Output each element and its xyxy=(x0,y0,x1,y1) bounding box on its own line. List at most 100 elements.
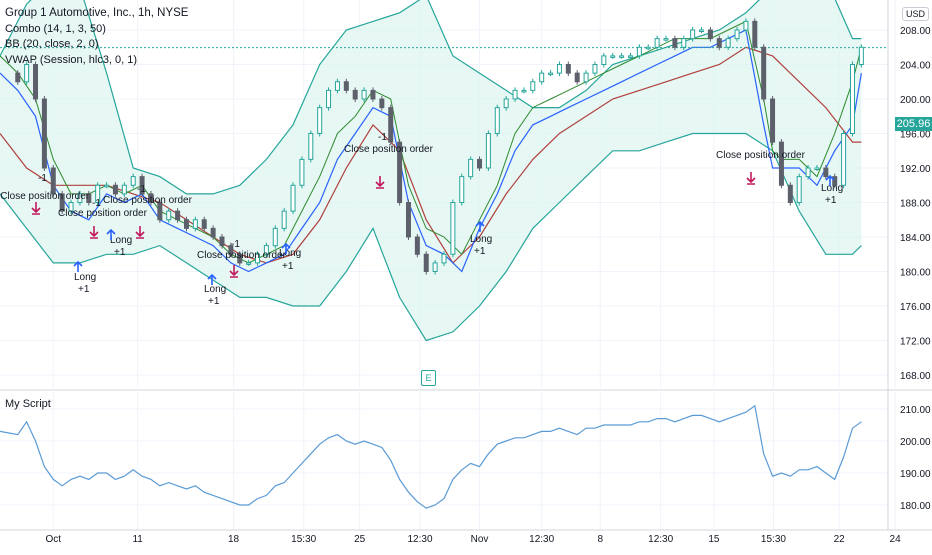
close-order-label: -1 xyxy=(378,132,387,143)
candle-body xyxy=(770,98,776,143)
candle-body xyxy=(734,29,740,40)
candle-body xyxy=(112,184,118,195)
x-tick-label: 22 xyxy=(834,534,846,545)
candle-body xyxy=(610,55,616,58)
candle-body xyxy=(752,20,758,48)
main-y-tick-label: 204.00 xyxy=(900,61,931,72)
close-order-label: -1 xyxy=(231,239,240,250)
my-script-pane xyxy=(0,404,862,509)
buy-arrow-icon xyxy=(281,242,291,254)
candle-body xyxy=(361,89,367,100)
candle-body xyxy=(281,210,287,229)
sub-y-tick-label: 200.00 xyxy=(900,437,931,448)
candle-body xyxy=(459,176,465,203)
long-entry-label: Long xyxy=(279,248,301,259)
candle-body xyxy=(272,227,278,247)
candle-body xyxy=(468,158,474,178)
x-tick-label: 12:30 xyxy=(529,534,554,545)
candle-body xyxy=(201,219,207,229)
candle-body xyxy=(246,262,252,265)
close-order-label: -1 xyxy=(92,198,101,209)
close-order-label: Close position order xyxy=(58,208,148,219)
main-y-tick-label: 168.00 xyxy=(900,371,931,382)
candle-body xyxy=(299,158,305,186)
candle-body xyxy=(50,167,56,195)
candle-body xyxy=(796,176,802,203)
candle-body xyxy=(432,262,438,272)
x-tick-label: 15:30 xyxy=(761,534,786,545)
candle-body xyxy=(654,38,660,48)
candle-body xyxy=(24,64,30,83)
long-entry-label: Long xyxy=(470,234,492,245)
sell-arrow-icon xyxy=(31,202,41,215)
chart-legend: Group 1 Automotive, Inc., 1h, NYSE Combo… xyxy=(5,6,188,68)
close-order-label: Close position order xyxy=(344,144,434,155)
main-y-tick-label: 176.00 xyxy=(900,302,931,313)
candle-body xyxy=(690,29,696,40)
candle-body xyxy=(627,55,633,58)
main-y-tick-label: 208.00 xyxy=(900,26,931,37)
buy-arrow-icon xyxy=(825,174,835,186)
bollinger-band-area xyxy=(0,0,862,341)
candle-body xyxy=(663,38,669,41)
candle-body xyxy=(370,89,376,100)
buy-arrow-icon xyxy=(475,220,485,232)
candle-body xyxy=(263,245,269,255)
vwap-indicator-label[interactable]: VWAP (Session, hlc3, 0, 1) xyxy=(5,53,138,66)
candle-body xyxy=(778,141,784,186)
candle-body xyxy=(104,184,110,188)
candle-body xyxy=(814,167,820,170)
currency-badge[interactable]: USD xyxy=(902,7,930,21)
candle-body xyxy=(601,55,607,65)
long-entry-label: Long xyxy=(821,183,843,194)
x-tick-label: 12:30 xyxy=(648,534,673,545)
candle-body xyxy=(166,210,172,221)
candle-body xyxy=(255,253,261,264)
my-script-line xyxy=(0,404,862,509)
candle-body xyxy=(130,176,136,186)
candle-body xyxy=(548,72,554,76)
candle-body xyxy=(512,89,518,100)
candle-body xyxy=(148,193,154,203)
bb-indicator-label[interactable]: BB (20, close, 2, 0) xyxy=(5,38,99,50)
candle-body xyxy=(503,98,509,109)
candle-body xyxy=(192,219,198,229)
candle-body xyxy=(636,46,642,57)
candle-body xyxy=(450,202,456,255)
main-y-tick-label: 192.00 xyxy=(900,164,931,175)
bb-upper-line xyxy=(0,0,862,195)
candle-body xyxy=(317,107,323,134)
x-tick-label: 15:30 xyxy=(291,534,316,545)
close-order-label: Close position order xyxy=(103,195,193,206)
sub-y-tick-label: 180.00 xyxy=(900,501,931,512)
my-script-label[interactable]: My Script xyxy=(5,398,51,410)
sell-arrow-icon xyxy=(375,176,385,189)
earnings-marker[interactable]: E xyxy=(421,370,436,386)
candle-body xyxy=(530,81,536,91)
long-entry-label: +1 xyxy=(114,247,126,258)
candle-body xyxy=(59,193,65,212)
candle-body xyxy=(743,20,749,31)
bb-lower-line xyxy=(0,132,862,342)
candle-body xyxy=(716,38,722,48)
close-order-label: -1 xyxy=(137,184,146,195)
close-order-label: Close position order xyxy=(0,191,90,202)
candle-body xyxy=(565,64,571,74)
main-y-tick-label: 184.00 xyxy=(900,233,931,244)
candle-body xyxy=(388,107,394,143)
candle-body xyxy=(352,89,358,100)
x-tick-label: Oct xyxy=(45,534,61,545)
main-y-tick-label: 196.00 xyxy=(900,130,931,141)
candle-body xyxy=(334,81,340,91)
long-entry-label: Long xyxy=(204,284,226,295)
buy-arrow-icon xyxy=(106,228,116,240)
candle-body xyxy=(619,55,625,58)
candle-body xyxy=(645,46,651,50)
candle-body xyxy=(699,29,705,32)
combo-line xyxy=(0,20,862,264)
combo-indicator-label[interactable]: Combo (14, 1, 3, 50) xyxy=(5,22,106,35)
x-tick-label: 18 xyxy=(228,534,240,545)
candle-body xyxy=(485,133,491,169)
candle-body xyxy=(237,253,243,264)
